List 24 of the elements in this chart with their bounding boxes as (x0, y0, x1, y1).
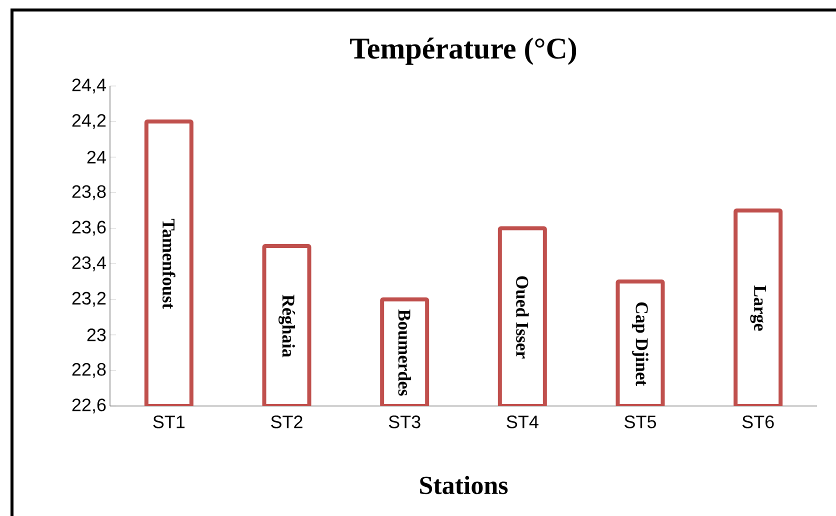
y-tick-label: 24,4 (72, 78, 106, 94)
y-tick-label: 24,2 (72, 114, 106, 129)
x-axis-title: Stations (420, 476, 508, 494)
y-tick-label: 23,8 (72, 185, 106, 200)
annotation: Oued Isser (516, 276, 529, 358)
x-tick-label: ST4 (506, 416, 538, 428)
y-tick-label: 23,2 (72, 292, 106, 307)
y-tick-label: 23 (87, 328, 106, 342)
annotation: Réghaia (278, 294, 295, 358)
y-tick-label: 24 (87, 150, 106, 164)
annotation: Tamenfoust (162, 218, 176, 309)
annotation: Large (750, 286, 766, 331)
x-tick-label: ST1 (153, 416, 185, 428)
annotation: Cap Djinet (632, 302, 648, 386)
x-tick-label: ST6 (742, 416, 774, 428)
y-tick-label: 23,6 (72, 220, 106, 236)
y-tick-label: 22,6 (72, 398, 106, 414)
x-tick-label: ST5 (624, 416, 656, 428)
y-tick-label: 22,8 (72, 363, 106, 378)
annotation: Boumerdes (398, 309, 411, 396)
x-tick-label: ST3 (388, 416, 420, 428)
chart-title: Température (°C) (350, 38, 576, 65)
y-tick-label: 23,4 (72, 256, 106, 272)
x-tick-label: ST2 (271, 416, 302, 428)
